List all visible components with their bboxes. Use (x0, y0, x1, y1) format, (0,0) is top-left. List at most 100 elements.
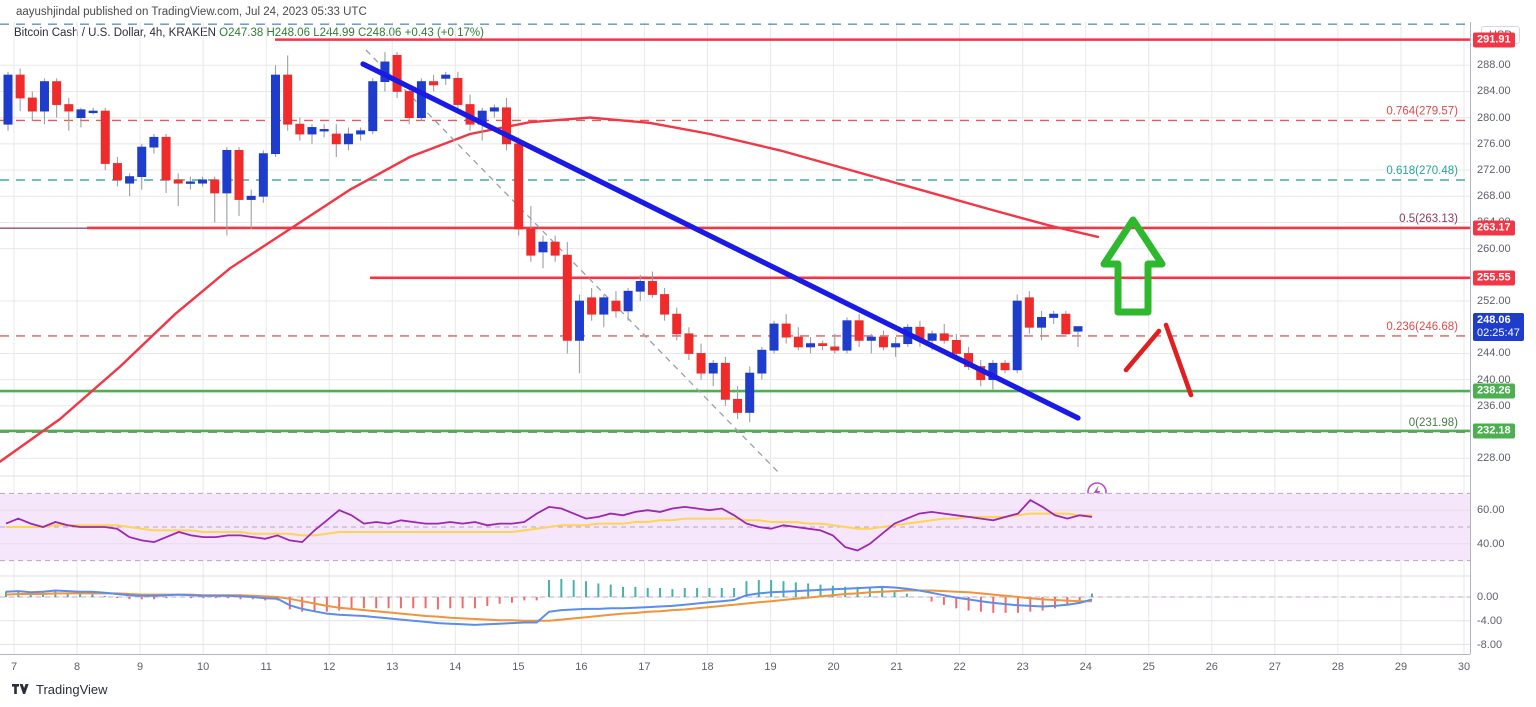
price-tag-value: 238.26 (1477, 384, 1511, 397)
candle (891, 343, 901, 348)
time-tick-label: 23 (1016, 661, 1029, 673)
moving-average-line (0, 116, 1100, 463)
price-tag: 238.26 (1473, 383, 1515, 399)
candle (538, 241, 548, 253)
time-tick-label: 22 (953, 661, 966, 673)
price-tick-label: 240.00 (1477, 373, 1511, 386)
price-tick-label: 244.00 (1477, 347, 1511, 360)
time-tick-label: 16 (575, 661, 588, 673)
price-tick-label: 280.00 (1477, 111, 1511, 124)
candle (842, 320, 852, 351)
candle (757, 349, 767, 374)
candle (453, 77, 463, 105)
time-tick-label: 7 (10, 661, 18, 673)
price-tag: 291.91 (1473, 32, 1515, 48)
fib-label: 0.764(279.57) (1386, 105, 1458, 117)
time-axis[interactable]: 7 8 9 10 11 12 13 14 15 16 17 18 19 20 21 22 23 24 25 26 27 2… (0, 654, 1470, 684)
candle (866, 336, 876, 341)
legend-close: C248.06 (357, 27, 402, 39)
candle (818, 343, 828, 347)
candle (125, 176, 135, 184)
time-tick-label: 10 (197, 661, 210, 673)
price-tag-value: 255.55 (1477, 271, 1511, 284)
candle (878, 336, 888, 348)
time-tick-label: 28 (1331, 661, 1345, 673)
price-tick-label: 236.00 (1477, 399, 1511, 412)
candle (15, 74, 25, 99)
tradingview-wordmark: TradingView (36, 682, 108, 697)
chart-plot-area[interactable]: 1(294.27)0.764(279.57)0.618(270.48)0.5(2… (0, 22, 1470, 654)
legend-change-pct: (+0.17%) (436, 27, 484, 39)
chart-canvas: 1(294.27)0.764(279.57)0.618(270.48)0.5(2… (0, 22, 1470, 654)
legend-change: +0.43 (404, 27, 434, 39)
candle (733, 398, 743, 413)
candle (854, 320, 864, 341)
candle (696, 353, 706, 374)
price-tag: 232.18 (1473, 423, 1515, 439)
legend-open: O247.38 (219, 27, 264, 39)
price-axis[interactable]: USD 288.00284.00280.00276.00272.00268.00… (1470, 22, 1536, 654)
candle (623, 290, 633, 312)
time-tick-label: 24 (1079, 661, 1092, 673)
candle (404, 91, 414, 119)
attribution-text: aayushjindal published on TradingView.co… (16, 6, 367, 18)
fib-label: 0.618(270.48) (1386, 165, 1458, 177)
candle (793, 336, 803, 348)
time-tick-label: 30 (1457, 661, 1471, 673)
candle (416, 81, 426, 119)
time-tick-label: 21 (890, 661, 903, 673)
price-tag-value: 232.18 (1477, 424, 1511, 437)
projection-up-segment[interactable] (1123, 328, 1162, 373)
rsi-tick-label: 40.00 (1477, 537, 1505, 550)
price-tag: 248.06 02:25:47 (1473, 312, 1524, 341)
price-tag-value: 248.06 (1477, 313, 1511, 326)
candle (234, 149, 244, 200)
fib-label: 0(231.98) (1409, 417, 1458, 429)
candle (708, 362, 718, 374)
candle (356, 130, 366, 135)
price-tag-value: 263.17 (1477, 221, 1511, 234)
candle (939, 333, 949, 341)
candle (830, 346, 840, 351)
macd-tick-label: 0.00 (1477, 591, 1499, 603)
price-tag-value: 291.91 (1477, 33, 1511, 46)
time-tick-label: 19 (764, 661, 777, 673)
candle (587, 297, 597, 315)
candle (64, 104, 74, 112)
candle (185, 181, 195, 184)
bullish-up-arrow[interactable] (1100, 216, 1166, 316)
price-tick-label: 272.00 (1477, 164, 1511, 177)
candle (258, 153, 268, 197)
candle (1037, 317, 1047, 328)
candle (283, 74, 293, 125)
time-tick-label: 27 (1268, 661, 1281, 673)
candle (1073, 326, 1083, 332)
descending-trendline[interactable] (360, 61, 1081, 421)
price-tick-label: 288.00 (1477, 59, 1511, 72)
time-tick-label: 12 (323, 661, 336, 673)
candle (307, 127, 317, 135)
candle (672, 313, 682, 335)
candle (295, 123, 305, 135)
time-tick-label: 11 (260, 661, 272, 673)
candle (173, 179, 183, 184)
time-tick-label: 18 (701, 661, 714, 673)
candle (3, 74, 13, 125)
price-tag: 263.17 (1473, 220, 1515, 236)
time-tick-label: 29 (1394, 661, 1408, 673)
candle (343, 133, 353, 145)
support-resistance-lines (0, 38, 1470, 433)
footer-brand: TradingView (12, 682, 108, 697)
candle (526, 228, 536, 256)
time-tick-label: 25 (1142, 661, 1155, 673)
candle (319, 129, 329, 132)
candle (429, 81, 439, 86)
candle (927, 333, 937, 341)
time-tick-label: 15 (512, 661, 525, 673)
candle (769, 323, 779, 351)
candle (1061, 313, 1071, 335)
time-tick-label: 13 (386, 661, 399, 673)
projection-down-segment[interactable] (1163, 322, 1194, 398)
candle (502, 107, 512, 145)
